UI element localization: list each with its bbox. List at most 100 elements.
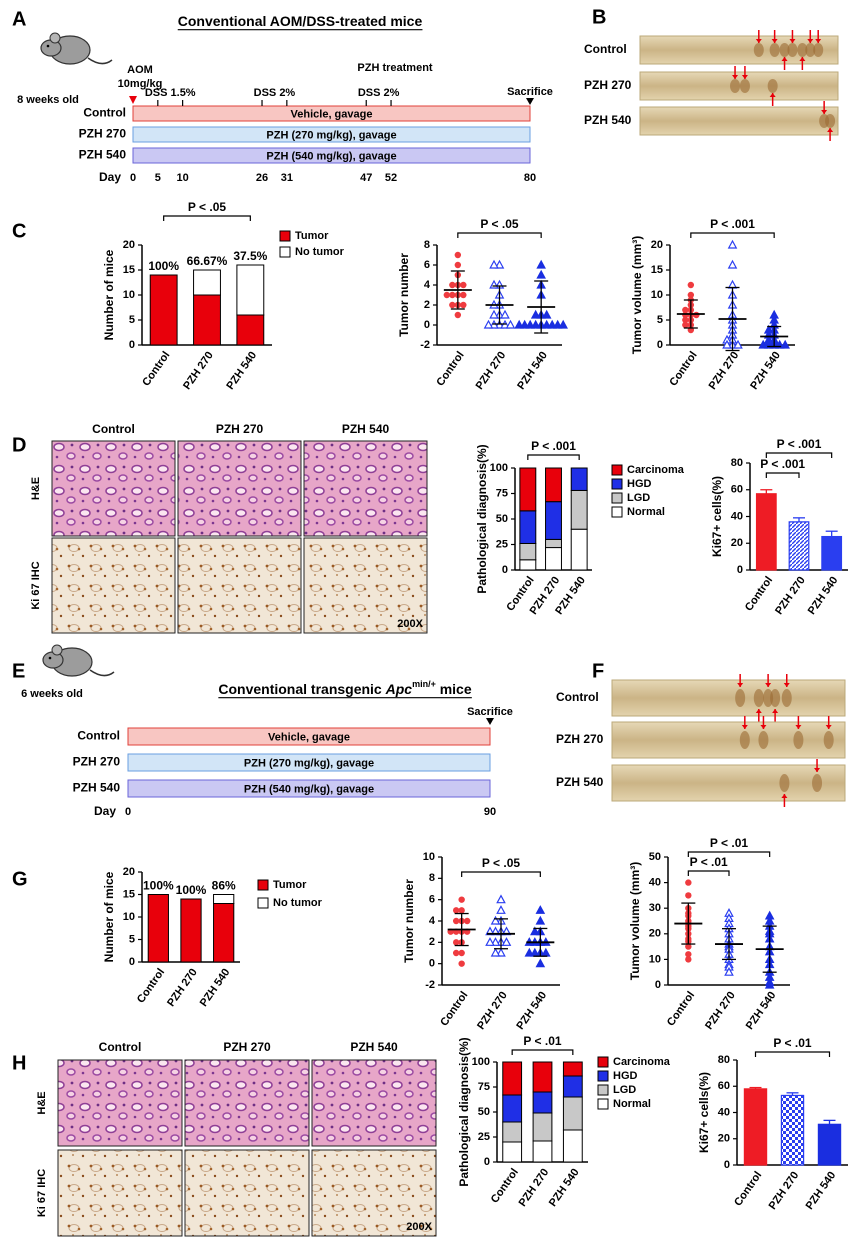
tumor-spot: [781, 689, 792, 707]
arrow-head: [795, 725, 802, 729]
age-label: 6 weeks old: [21, 688, 83, 700]
significance-bracket: [765, 452, 833, 458]
data-point: [500, 309, 510, 319]
legend-swatch: [597, 1056, 609, 1068]
chart: 0 5 10 15 20 Tumor volume (mm³) Control PZH 270…: [630, 217, 795, 392]
p-value: P < .001: [760, 457, 805, 471]
arrow-head: [821, 110, 828, 114]
micrograph: [184, 1059, 310, 1147]
data-point: [489, 309, 499, 319]
bar-segment: [502, 1061, 523, 1096]
arrow-head: [827, 128, 834, 132]
phase-label: PZH treatment: [357, 62, 433, 74]
y-axis-label: Tumor volume (mm³): [630, 236, 644, 354]
legend-label: Normal: [627, 506, 665, 518]
data-point: [687, 281, 695, 289]
micrograph: [177, 537, 302, 634]
bar-segment: [532, 1061, 553, 1093]
day-tick-label: 90: [484, 806, 496, 818]
p-value: P < .001: [710, 217, 755, 231]
y-tick-label: -2: [425, 979, 435, 991]
row-label: Ki 67 IHC: [36, 1169, 48, 1217]
treatment-bar: [127, 753, 491, 772]
y-axis-label: Tumor number: [402, 879, 416, 963]
y-tick-label: 15: [123, 888, 135, 900]
tumor-spot: [787, 43, 798, 57]
treatment-bar: [132, 147, 531, 164]
tumor-spot: [797, 43, 808, 57]
arrow-head: [741, 75, 748, 79]
significance-bracket: [690, 232, 775, 238]
treatment-bar: [132, 105, 531, 122]
y-tick-label: 8: [429, 872, 435, 884]
bar: [821, 535, 843, 571]
micrograph: [57, 1059, 183, 1147]
micrograph: [177, 440, 302, 537]
mouse-tail: [87, 57, 113, 65]
treatment-bar: [127, 727, 491, 746]
data-point: [530, 309, 541, 319]
micrograph: [51, 537, 176, 634]
chart: -2 0 2 4 6 8 10 Tumor number Control PZH 270 PZH 5…: [402, 851, 560, 1032]
data-point: [535, 905, 546, 914]
day-tick-label: 5: [155, 172, 161, 184]
bar-segment: [532, 1140, 553, 1163]
data-point: [685, 892, 692, 899]
data-point: [458, 907, 465, 914]
data-point: [489, 279, 499, 289]
legend-swatch: [611, 478, 623, 490]
x-tick-label: Control: [743, 575, 775, 614]
event-label: DSS 2%: [358, 87, 400, 99]
p-value: P < .05: [482, 856, 520, 870]
arrow-head: [814, 768, 821, 772]
day-tick-label: 26: [256, 172, 268, 184]
x-tick-label: PZH 270: [474, 350, 509, 392]
arrow-head: [760, 725, 767, 729]
bar-segment: [532, 1091, 553, 1114]
data-point: [452, 907, 460, 914]
bar-label: 100%: [143, 879, 174, 893]
y-tick-label: 5: [657, 314, 663, 326]
legend-label: HGD: [613, 1070, 638, 1082]
photo-panel: Control PZH 270 PZH 540: [556, 674, 846, 807]
histology-panel: Control PZH 270 PZH 540 H&E Ki 67 IHC 200X: [36, 1040, 437, 1237]
data-point: [452, 917, 460, 925]
data-point: [490, 947, 501, 957]
y-tick-label: 4: [424, 279, 431, 291]
p-value: P < .05: [188, 200, 226, 214]
column-label: PZH 270: [216, 422, 264, 436]
data-point: [525, 319, 535, 329]
y-tick-label: 20: [718, 1133, 730, 1145]
data-point: [463, 917, 471, 925]
panel-label: G: [12, 868, 28, 890]
bar-segment: [213, 894, 235, 904]
legend-swatch: [611, 492, 623, 504]
arrow-head: [765, 683, 772, 687]
significance-bracket: [461, 871, 541, 877]
micrograph: [303, 440, 428, 537]
legend-swatch: [257, 879, 269, 891]
significance-bracket: [687, 851, 771, 857]
mouse-eye: [46, 44, 50, 48]
day-tick-label: 80: [524, 172, 536, 184]
legend-swatch: [257, 897, 269, 909]
p-value: P < .001: [777, 437, 822, 451]
significance-bracket: [765, 472, 800, 478]
data-point: [727, 259, 738, 269]
day-label: Day: [99, 170, 121, 184]
legend-label: No tumor: [273, 897, 323, 909]
data-point: [449, 291, 456, 299]
y-tick-label: 0: [657, 339, 663, 351]
column-label: PZH 540: [342, 422, 390, 436]
arrow-head: [732, 75, 739, 79]
x-tick-label: PZH 540: [514, 990, 549, 1032]
end-label: Sacrifice: [467, 706, 513, 718]
tumor-spot: [805, 43, 816, 57]
x-tick-label: Control: [434, 350, 466, 389]
colon-photo: [611, 721, 846, 759]
legend-label: Carcinoma: [613, 1056, 671, 1068]
photo-row-label: PZH 270: [584, 78, 632, 92]
data-point: [541, 947, 551, 957]
y-tick-label: 80: [718, 1054, 730, 1066]
